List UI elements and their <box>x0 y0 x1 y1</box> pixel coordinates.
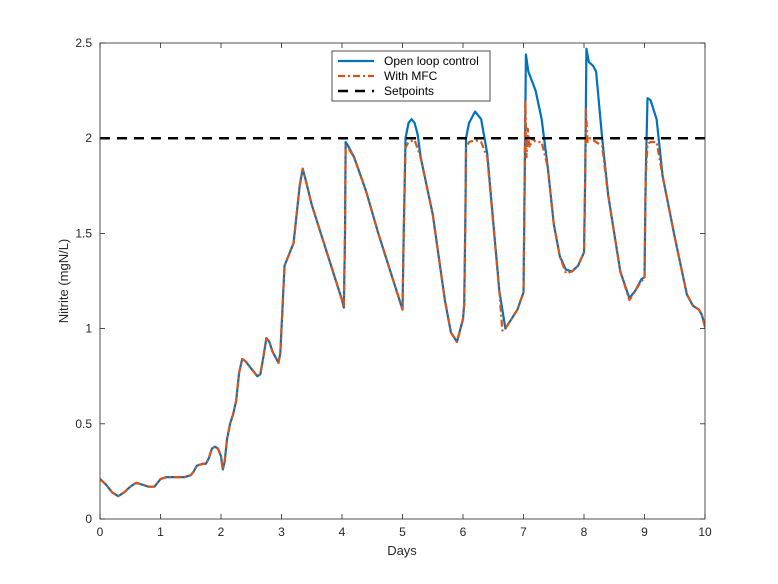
x-axis: 0 1 2 3 4 5 6 7 8 9 10 <box>97 43 712 539</box>
x-tick-label: 0 <box>97 525 104 539</box>
x-axis-label: Days <box>387 543 417 558</box>
x-tick-label: 5 <box>399 525 406 539</box>
y-axis: 0 0.5 1 1.5 2 2.5 <box>75 36 705 526</box>
x-tick-label: 6 <box>460 525 467 539</box>
legend-label: With MFC <box>384 69 438 83</box>
legend-label: Open loop control <box>384 54 479 68</box>
y-tick-label: 0 <box>85 512 92 526</box>
y-axis-label: Nitrite (mgN/L) <box>56 239 71 324</box>
y-tick-label: 1 <box>85 322 92 336</box>
x-tick-label: 4 <box>339 525 346 539</box>
x-tick-label: 9 <box>641 525 648 539</box>
x-tick-label: 1 <box>157 525 164 539</box>
legend-label: Setpoints <box>384 84 434 98</box>
x-tick-label: 10 <box>698 525 712 539</box>
series-line-1 <box>100 99 705 498</box>
y-tick-label: 1.5 <box>75 226 92 240</box>
y-tick-label: 0.5 <box>75 417 92 431</box>
x-tick-label: 2 <box>218 525 225 539</box>
y-tick-label: 2 <box>85 131 92 145</box>
series-line-0 <box>100 47 705 498</box>
x-tick-label: 7 <box>520 525 527 539</box>
series-layer <box>100 47 705 498</box>
x-tick-label: 3 <box>278 525 285 539</box>
y-tick-label: 2.5 <box>75 36 92 50</box>
x-tick-label: 8 <box>581 525 588 539</box>
